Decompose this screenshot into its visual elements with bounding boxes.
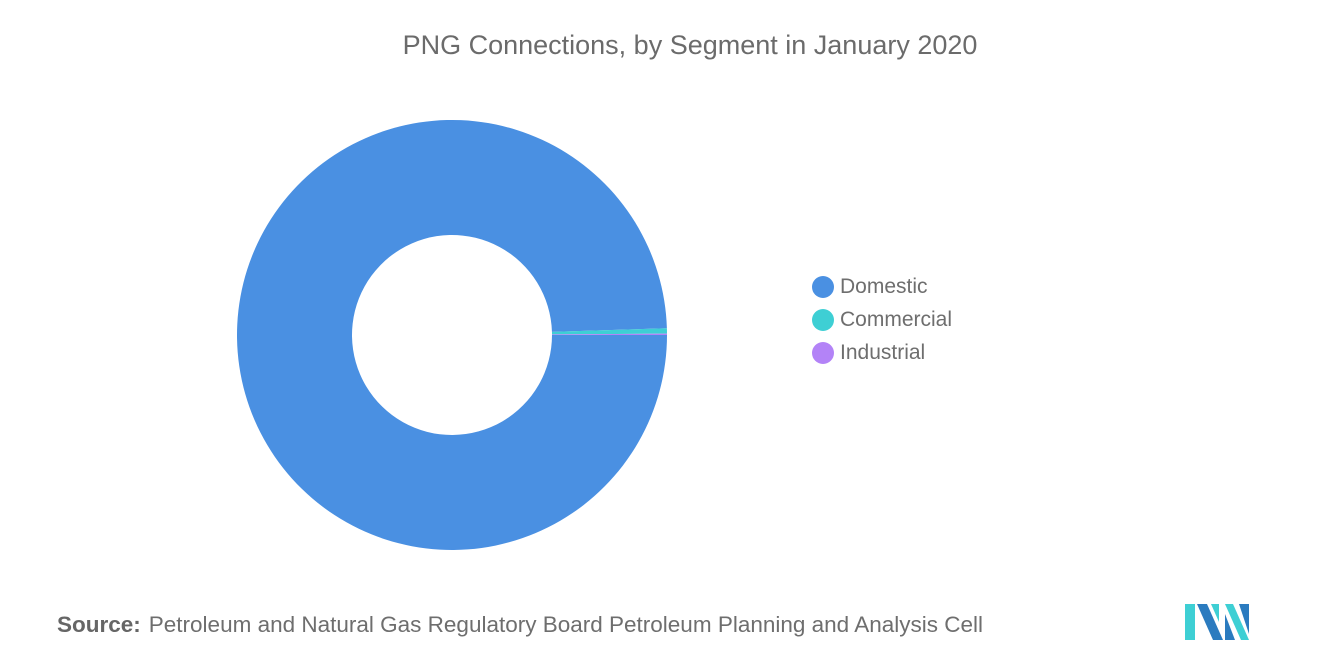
legend: Domestic Commercial Industrial — [812, 270, 952, 369]
source-label: Source: — [57, 612, 141, 637]
legend-item-domestic[interactable]: Domestic — [812, 270, 952, 303]
legend-swatch-commercial — [812, 308, 834, 331]
source-text: Petroleum and Natural Gas Regulatory Boa… — [148, 612, 983, 637]
legend-item-industrial[interactable]: Industrial — [812, 336, 952, 369]
donut-slice-domestic[interactable] — [237, 120, 667, 551]
legend-swatch-domestic — [812, 275, 834, 298]
chart-title: PNG Connections, by Segment in January 2… — [402, 30, 978, 60]
mordor-intelligence-logo-icon — [1185, 604, 1249, 640]
donut-slice-industrial[interactable] — [551, 333, 667, 335]
donut-slice-commercial[interactable] — [551, 328, 667, 335]
legend-item-commercial[interactable]: Commercial — [812, 303, 952, 336]
source-note: Source: Petroleum and Natural Gas Regulat… — [57, 612, 983, 638]
legend-swatch-industrial — [812, 341, 834, 364]
